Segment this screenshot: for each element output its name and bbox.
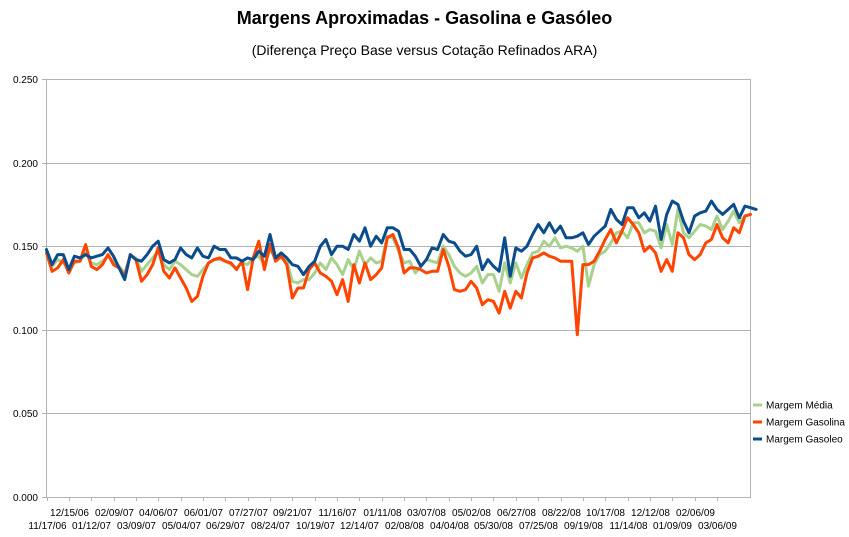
x-tick-label-3: 02/09/07 bbox=[95, 508, 134, 519]
x-tick-label-9: 07/27/07 bbox=[229, 508, 268, 519]
series-lines bbox=[45, 199, 758, 337]
x-tick-label-10: 08/24/07 bbox=[251, 521, 290, 532]
x-tick-label-19: 05/02/08 bbox=[452, 508, 491, 519]
x-tick-label-30: 03/06/09 bbox=[698, 521, 737, 532]
x-tick-label-17: 03/07/08 bbox=[407, 508, 446, 519]
x-tick-label-28: 01/09/09 bbox=[653, 521, 692, 532]
x-tick-label-14: 12/14/07 bbox=[340, 521, 379, 532]
x-tick-label-26: 11/14/08 bbox=[609, 521, 648, 532]
x-tick-label-21: 06/27/08 bbox=[497, 508, 536, 519]
x-tick-label-25: 10/17/08 bbox=[586, 508, 625, 519]
x-tick-label-12: 10/19/07 bbox=[296, 521, 335, 532]
x-tick-label-5: 04/06/07 bbox=[139, 508, 178, 519]
x-tick-label-24: 09/19/08 bbox=[564, 521, 603, 532]
legend-label-2: Margem Gasoleo bbox=[766, 435, 843, 446]
chart-subtitle: (Diferença Preço Base versus Cotação Ref… bbox=[251, 42, 598, 58]
x-tick-label-11: 09/21/07 bbox=[273, 508, 312, 519]
y-tick-label-5: 0.250 bbox=[13, 75, 38, 86]
legend-label-0: Margem Média bbox=[766, 401, 833, 412]
x-tick-label-2: 01/12/07 bbox=[72, 521, 111, 532]
x-tick-label-27: 12/12/08 bbox=[631, 508, 670, 519]
x-tick-label-0: 11/17/06 bbox=[28, 521, 67, 532]
x-tick-label-8: 06/29/07 bbox=[206, 521, 245, 532]
legend: Margem Média Margem Gasolina Margem Gasole… bbox=[753, 401, 845, 446]
y-tick-label-0: 0.000 bbox=[13, 493, 38, 504]
x-tick-label-7: 06/01/07 bbox=[184, 508, 223, 519]
x-tick-label-15: 01/11/08 bbox=[363, 508, 402, 519]
x-tick-label-16: 02/08/08 bbox=[385, 521, 424, 532]
x-tick-label-6: 05/04/07 bbox=[162, 521, 201, 532]
y-axis-ticks: 0.000 0.050 0.100 0.150 0.200 0.250 bbox=[13, 75, 38, 504]
x-axis-ticks: 11/17/06 12/15/06 01/12/07 02/09/07 03/09/07… bbox=[28, 497, 737, 532]
x-tick-label-22: 07/25/08 bbox=[519, 521, 558, 532]
x-tick-label-18: 04/04/08 bbox=[430, 521, 469, 532]
y-tick-label-4: 0.200 bbox=[13, 159, 38, 170]
legend-label-1: Margem Gasolina bbox=[766, 418, 845, 429]
x-tick-label-23: 08/22/08 bbox=[542, 508, 581, 519]
x-tick-label-1: 12/15/06 bbox=[50, 508, 89, 519]
y-tick-label-1: 0.050 bbox=[13, 409, 38, 420]
x-tick-label-20: 05/30/08 bbox=[474, 521, 513, 532]
gridlines bbox=[42, 79, 751, 498]
x-tick-label-13: 11/16/07 bbox=[318, 508, 357, 519]
y-tick-label-3: 0.150 bbox=[13, 242, 38, 253]
series-line-2 bbox=[45, 199, 758, 282]
chart-title: Margens Aproximadas - Gasolina e Gasóleo bbox=[236, 8, 613, 28]
x-tick-label-4: 03/09/07 bbox=[117, 521, 156, 532]
series-line-1 bbox=[45, 212, 752, 337]
x-tick-label-29: 02/06/09 bbox=[676, 508, 715, 519]
y-tick-label-2: 0.100 bbox=[13, 326, 38, 337]
